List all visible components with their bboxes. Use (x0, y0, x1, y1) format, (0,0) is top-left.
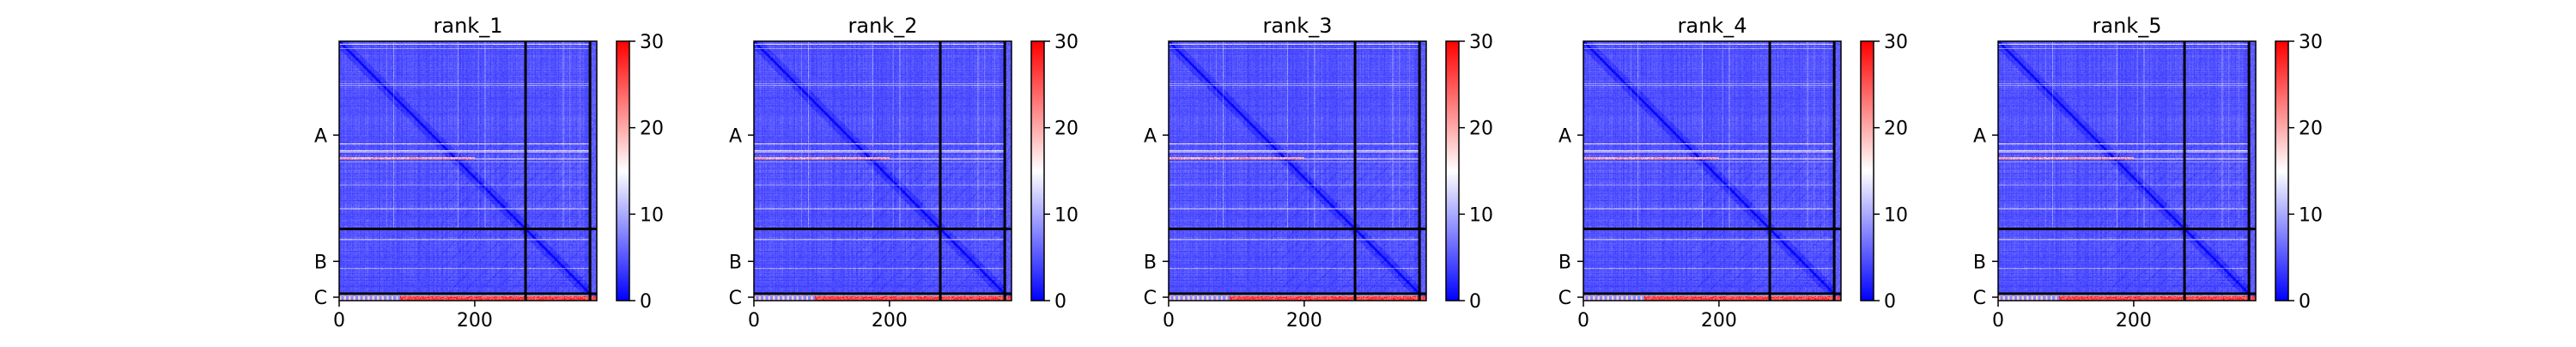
y-tick-label: C (314, 288, 327, 309)
x-tick-label: 200 (1286, 310, 1322, 332)
colorbar (616, 40, 630, 301)
heatmap-image (339, 41, 597, 301)
x-tick-label: 0 (1163, 310, 1175, 332)
y-tick-label: C (1558, 288, 1571, 309)
colorbar-tick-label: 20 (1884, 119, 1908, 140)
y-tick-label: A (1558, 125, 1571, 147)
panel-title: rank_5 (2093, 14, 2162, 38)
axes-frame (1168, 40, 1427, 301)
y-tick-label: B (1973, 252, 1986, 273)
heatmap-image (1998, 41, 2256, 301)
colorbar (1445, 40, 1460, 301)
colorbar-tick-label: 0 (1884, 291, 1896, 313)
x-tick-label: 200 (2116, 310, 2152, 332)
colorbar-tick-label: 10 (1884, 204, 1908, 226)
colorbar-tick-label: 10 (1054, 204, 1078, 226)
colorbar-tick-label: 10 (640, 204, 664, 226)
x-tick-label: 0 (1577, 310, 1589, 332)
x-tick-label: 0 (333, 310, 345, 332)
y-tick-label: C (1144, 288, 1157, 309)
x-tick-label: 0 (748, 310, 760, 332)
x-tick-label: 200 (872, 310, 908, 332)
heatmap-image (754, 41, 1012, 301)
axes-frame (1583, 40, 1842, 301)
colorbar (1030, 40, 1045, 301)
y-tick-label: B (729, 252, 742, 273)
axes-frame (1997, 40, 2257, 301)
panel-title: rank_4 (1678, 14, 1747, 38)
heatmap-image (1583, 41, 1841, 301)
panel-title: rank_3 (1263, 14, 1333, 38)
colorbar-tick-label: 20 (2299, 119, 2323, 140)
x-tick-label: 0 (1992, 310, 2004, 332)
colorbar-tick-label: 20 (1054, 119, 1078, 140)
y-tick-label: A (1144, 125, 1157, 147)
colorbar-tick-label: 10 (1469, 204, 1493, 226)
panel-title: rank_1 (434, 14, 503, 38)
colorbar-tick-label: 10 (2299, 204, 2323, 226)
y-tick-label: B (1558, 252, 1571, 273)
y-tick-label: C (1973, 288, 1986, 309)
colorbar-tick-label: 30 (640, 32, 664, 53)
colorbar-tick-label: 0 (2299, 291, 2311, 313)
y-tick-label: A (314, 125, 327, 147)
colorbar-tick-label: 30 (1054, 32, 1078, 53)
colorbar (2275, 40, 2289, 301)
heatmap-image (1169, 41, 1426, 301)
axes-frame (753, 40, 1012, 301)
colorbar-tick-label: 0 (1054, 291, 1066, 313)
colorbar-tick-label: 0 (1469, 291, 1481, 313)
colorbar (1860, 40, 1874, 301)
colorbar-tick-label: 20 (640, 119, 664, 140)
colorbar-tick-label: 30 (1469, 32, 1493, 53)
colorbar-tick-label: 30 (2299, 32, 2323, 53)
colorbar-tick-label: 0 (640, 291, 652, 313)
colorbar-tick-label: 30 (1884, 32, 1908, 53)
x-tick-label: 200 (1701, 310, 1737, 332)
y-tick-label: A (729, 125, 742, 147)
colorbar-tick-label: 20 (1469, 119, 1493, 140)
panel-title: rank_2 (848, 14, 918, 38)
axes-frame (338, 40, 598, 301)
y-tick-label: C (729, 288, 742, 309)
x-tick-label: 200 (457, 310, 493, 332)
y-tick-label: A (1973, 125, 1986, 147)
y-tick-label: B (1144, 252, 1157, 273)
y-tick-label: B (314, 252, 327, 273)
